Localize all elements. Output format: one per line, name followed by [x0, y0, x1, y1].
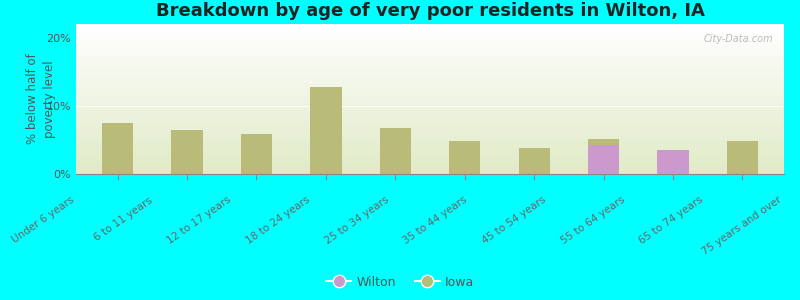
Bar	[102, 123, 134, 174]
Bar	[449, 141, 480, 174]
Bar	[658, 150, 689, 174]
Text: 75 years and over: 75 years and over	[701, 195, 784, 257]
Text: 35 to 44 years: 35 to 44 years	[402, 195, 470, 247]
Text: 45 to 54 years: 45 to 54 years	[481, 195, 548, 247]
Legend: Wilton, Iowa: Wilton, Iowa	[322, 271, 478, 294]
Bar	[518, 148, 550, 174]
Bar	[241, 134, 272, 174]
Bar	[588, 146, 619, 174]
Bar	[726, 141, 758, 174]
Text: 12 to 17 years: 12 to 17 years	[166, 195, 234, 247]
Text: City-Data.com: City-Data.com	[704, 34, 774, 44]
Title: Breakdown by age of very poor residents in Wilton, IA: Breakdown by age of very poor residents …	[155, 2, 705, 20]
Text: 55 to 64 years: 55 to 64 years	[559, 195, 626, 247]
Bar	[171, 130, 202, 174]
Bar	[310, 87, 342, 174]
Text: 18 to 24 years: 18 to 24 years	[245, 195, 312, 247]
Text: 65 to 74 years: 65 to 74 years	[638, 195, 706, 247]
Text: Under 6 years: Under 6 years	[10, 195, 76, 245]
Y-axis label: % below half of
poverty level: % below half of poverty level	[26, 54, 56, 144]
Bar	[380, 128, 411, 174]
Bar	[658, 150, 689, 174]
Text: 6 to 11 years: 6 to 11 years	[93, 195, 154, 243]
Bar	[588, 139, 619, 174]
Text: 25 to 34 years: 25 to 34 years	[323, 195, 390, 247]
